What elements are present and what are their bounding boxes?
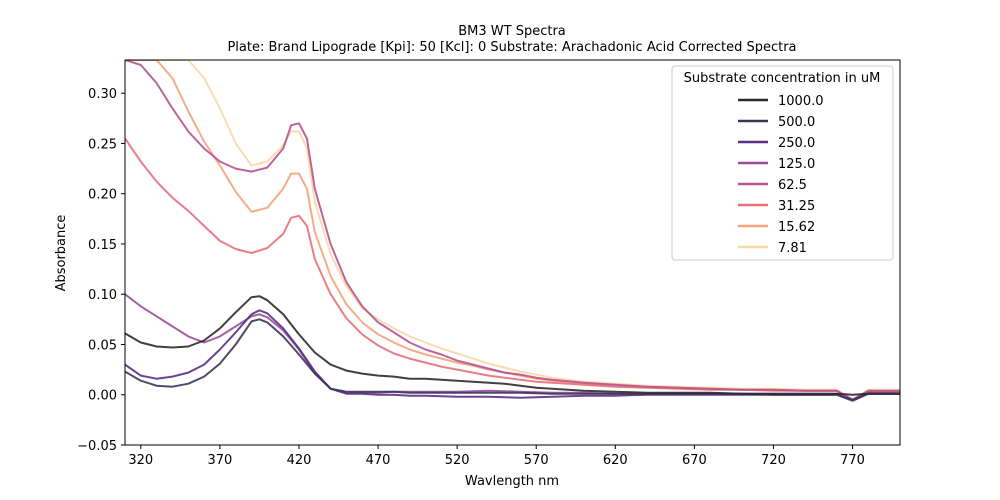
y-axis-ticks: −0.05 0.00 0.05 0.10 0.15 0.20 0.25 0.30 [77,87,125,454]
legend-label-31.25: 31.25 [778,199,815,214]
legend-box [671,65,894,261]
series-line-500.0 [125,318,900,401]
x-axis-ticks: 320 370 420 470 520 570 620 670 720 770 [128,445,865,468]
y-tick-label: 0.15 [88,238,117,253]
legend-label-7.81: 7.81 [778,241,807,256]
x-tick-label: 370 [207,453,232,468]
x-tick-label: 620 [603,453,628,468]
x-tick-label: 770 [840,453,865,468]
x-tick-label: 520 [445,453,470,468]
legend-label-1000.0: 1000.0 [778,94,824,109]
x-tick-label: 470 [366,453,391,468]
x-tick-label: 570 [524,453,549,468]
legend-label-125.0: 125.0 [778,157,815,172]
legend-label-15.62: 15.62 [778,220,815,235]
y-tick-label: 0.20 [88,188,117,203]
y-axis-label: Absorbance [54,215,69,292]
y-tick-label: 0.10 [88,288,117,303]
plot-frame [124,59,901,446]
legend-label-62.5: 62.5 [778,178,807,193]
legend-title: Substrate concentration in uM [684,71,881,86]
y-tick-label: −0.05 [77,439,117,454]
x-tick-label: 670 [682,453,707,468]
chart-subtitle: Plate: Brand Lipograde [Kpi]: 50 [Kcl]: … [227,40,796,55]
legend-label-250.0: 250.0 [778,136,815,151]
legend: Substrate concentration in uM 1000.0 500.… [671,65,894,261]
x-axis-label: Wavlength nm [465,474,559,489]
chart-title: BM3 WT Spectra [458,24,566,39]
x-tick-label: 720 [761,453,786,468]
series-line-1000.0 [125,295,900,396]
series-layer [125,60,900,402]
x-tick-label: 320 [128,453,153,468]
x-tick-label: 420 [287,453,312,468]
legend-label-500.0: 500.0 [778,115,815,130]
legend-items: 1000.0 500.0 250.0 125.0 62.5 31.25 15.62 7.81 [738,94,824,256]
y-tick-label: 0.25 [88,137,117,152]
series-line-62.5 [125,60,900,401]
y-tick-label: 0.05 [88,338,117,353]
y-tick-label: 0.30 [88,87,117,102]
y-tick-label: 0.00 [88,389,117,404]
